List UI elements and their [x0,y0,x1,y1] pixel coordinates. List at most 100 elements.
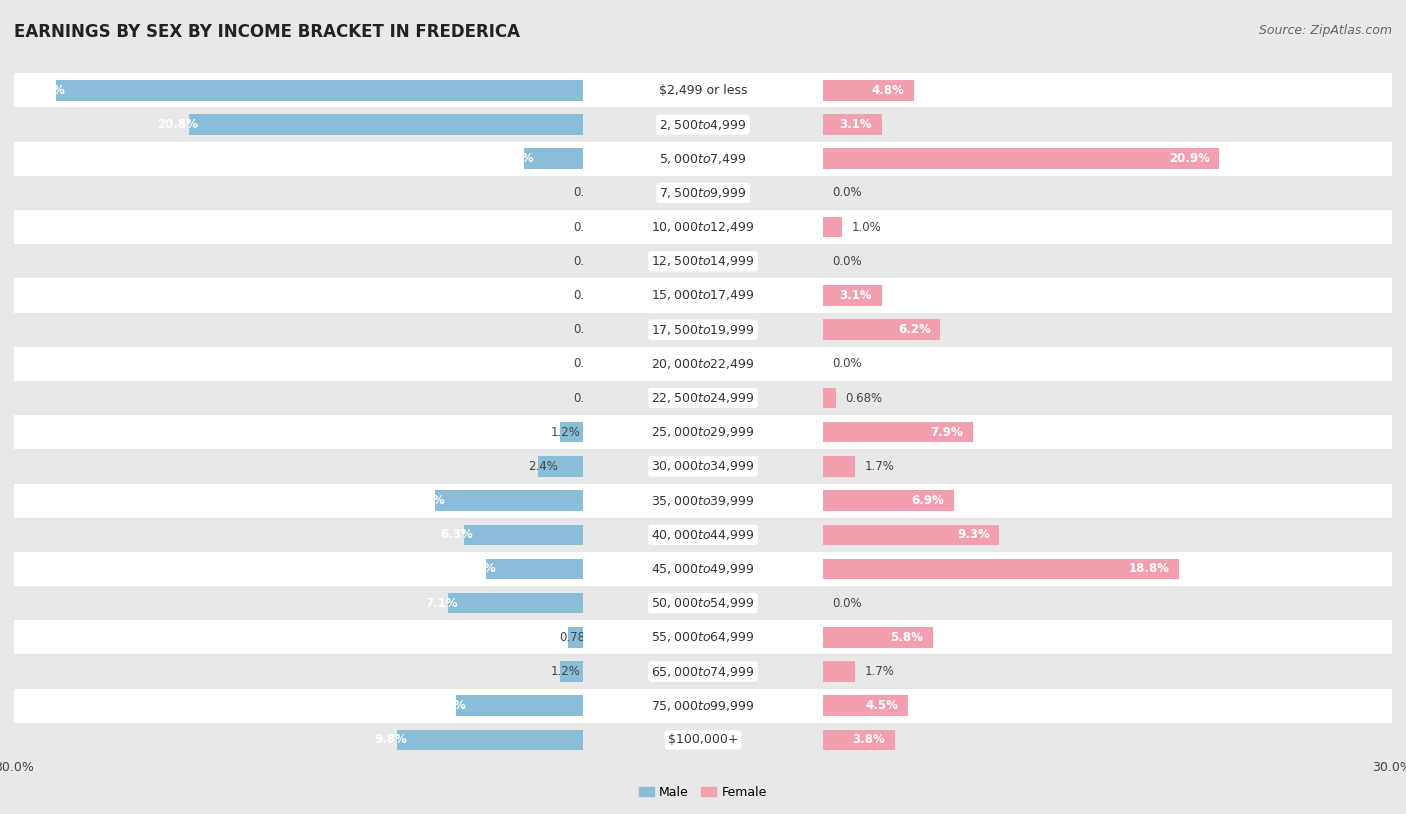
Bar [583,73,823,107]
Bar [823,586,1392,620]
Bar [583,552,823,586]
Bar [14,107,583,142]
Text: 2.4%: 2.4% [529,460,558,473]
Text: 0.0%: 0.0% [574,323,603,336]
Text: 7.1%: 7.1% [426,597,458,610]
Text: $40,000 to $44,999: $40,000 to $44,999 [651,527,755,542]
Bar [188,114,583,135]
Text: 3.1%: 3.1% [501,152,534,165]
Text: $10,000 to $12,499: $10,000 to $12,499 [651,220,755,234]
Bar [823,484,1392,518]
Bar [583,689,823,723]
Bar [14,552,583,586]
Bar [823,620,1392,654]
Bar [823,142,1392,176]
Text: 0.0%: 0.0% [574,392,603,405]
Text: $20,000 to $22,499: $20,000 to $22,499 [651,357,755,371]
Bar [583,313,823,347]
Text: 1.7%: 1.7% [865,665,894,678]
Bar [583,415,823,449]
Bar [14,620,583,654]
Bar [436,490,583,511]
Bar [823,107,1392,142]
Bar [823,695,908,716]
Bar [583,518,823,552]
Text: 6.7%: 6.7% [433,699,465,712]
Bar [583,142,823,176]
Bar [823,285,882,306]
Bar [14,244,583,278]
Text: 7.9%: 7.9% [931,426,963,439]
Bar [823,524,1000,545]
Bar [823,387,835,409]
Text: 20.9%: 20.9% [1168,152,1209,165]
Bar [823,661,855,682]
Bar [14,381,583,415]
Text: $15,000 to $17,499: $15,000 to $17,499 [651,288,755,303]
Text: 7.8%: 7.8% [412,494,444,507]
Bar [583,347,823,381]
Bar [823,148,1219,169]
Bar [823,217,842,238]
Bar [583,586,823,620]
Text: $22,500 to $24,999: $22,500 to $24,999 [651,391,755,405]
Bar [583,381,823,415]
Bar [823,449,1392,484]
Text: 1.2%: 1.2% [551,665,581,678]
Text: 3.8%: 3.8% [852,733,886,746]
Bar [583,620,823,654]
Bar [561,422,583,443]
Text: 0.0%: 0.0% [574,357,603,370]
Bar [823,558,1180,580]
Text: 1.2%: 1.2% [551,426,581,439]
Text: 4.8%: 4.8% [872,84,904,97]
Bar [823,490,953,511]
Bar [823,210,1392,244]
Bar [398,729,583,751]
Bar [14,586,583,620]
Text: 3.1%: 3.1% [839,118,872,131]
Bar [14,347,583,381]
Bar [823,689,1392,723]
Text: 9.8%: 9.8% [374,733,406,746]
Bar [823,347,1392,381]
Text: $30,000 to $34,999: $30,000 to $34,999 [651,459,755,474]
Text: EARNINGS BY SEX BY INCOME BRACKET IN FREDERICA: EARNINGS BY SEX BY INCOME BRACKET IN FRE… [14,23,520,41]
Bar [583,244,823,278]
Bar [823,723,1392,757]
Bar [464,524,583,545]
Bar [823,114,882,135]
Bar [823,456,855,477]
Bar [14,142,583,176]
Bar [823,278,1392,313]
Bar [14,176,583,210]
Bar [449,593,583,614]
Text: 6.3%: 6.3% [440,528,474,541]
Bar [583,449,823,484]
Bar [14,518,583,552]
Bar [583,107,823,142]
Bar [823,415,1392,449]
Text: $7,500 to $9,999: $7,500 to $9,999 [659,186,747,200]
Text: $55,000 to $64,999: $55,000 to $64,999 [651,630,755,645]
Bar [14,210,583,244]
Bar [583,484,823,518]
Text: 6.9%: 6.9% [911,494,945,507]
Text: $50,000 to $54,999: $50,000 to $54,999 [651,596,755,610]
Text: 5.8%: 5.8% [890,631,924,644]
Bar [486,558,583,580]
Text: $17,500 to $19,999: $17,500 to $19,999 [651,322,755,337]
Text: 0.0%: 0.0% [832,186,862,199]
Text: 5.1%: 5.1% [463,562,496,575]
Bar [583,278,823,313]
Bar [823,176,1392,210]
Text: $25,000 to $29,999: $25,000 to $29,999 [651,425,755,440]
Text: $100,000+: $100,000+ [668,733,738,746]
Text: $75,000 to $99,999: $75,000 to $99,999 [651,698,755,713]
Text: $35,000 to $39,999: $35,000 to $39,999 [651,493,755,508]
Bar [14,723,583,757]
Legend: Male, Female: Male, Female [634,781,772,803]
Text: 0.0%: 0.0% [574,255,603,268]
Text: 0.0%: 0.0% [574,221,603,234]
Text: $12,500 to $14,999: $12,500 to $14,999 [651,254,755,269]
